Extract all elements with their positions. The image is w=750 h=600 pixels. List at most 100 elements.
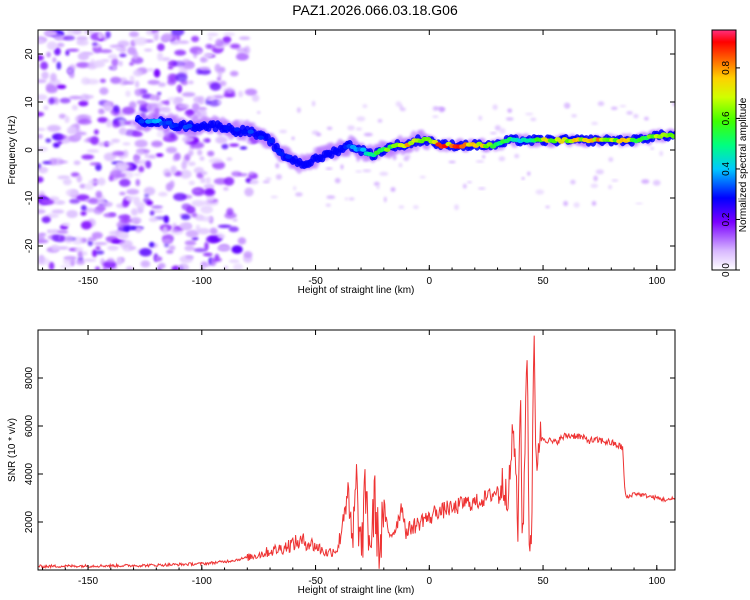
noise-blob	[221, 143, 229, 150]
noise-blob	[191, 212, 198, 218]
noise-blob	[494, 125, 501, 131]
noise-blob	[46, 41, 58, 50]
noise-blob	[246, 140, 251, 144]
noise-blob	[175, 73, 188, 82]
noise-blob	[530, 117, 537, 122]
noise-blob	[462, 183, 467, 189]
noise-blob	[216, 77, 221, 81]
noise-blob	[86, 137, 94, 143]
noise-blob	[144, 194, 149, 198]
noise-blob	[233, 263, 243, 270]
noise-blob	[130, 208, 139, 216]
colorbar-tick-label: 0.2	[721, 212, 732, 226]
noise-blob	[105, 235, 119, 243]
noise-blob	[67, 48, 80, 52]
y-tick-label: -20	[24, 238, 35, 253]
noise-blob	[69, 72, 75, 79]
noise-blob	[238, 90, 244, 98]
ridge-core	[278, 151, 285, 157]
noise-blob	[165, 146, 178, 154]
noise-blob	[105, 119, 113, 128]
noise-blob	[203, 188, 216, 196]
noise-blob	[93, 242, 108, 246]
noise-blob	[144, 48, 153, 52]
noise-blob	[119, 53, 127, 58]
x-tick-label: -50	[308, 576, 323, 587]
noise-blob	[182, 58, 190, 63]
noise-blob	[184, 245, 195, 252]
noise-blob	[244, 88, 258, 96]
noise-blob	[148, 217, 158, 223]
noise-blob	[181, 92, 196, 97]
noise-blob	[51, 209, 65, 214]
noise-blob	[123, 225, 137, 231]
noise-blob	[71, 104, 78, 111]
noise-blob	[413, 205, 419, 210]
noise-blob	[40, 61, 49, 70]
noise-blob	[275, 174, 282, 180]
noise-blob	[130, 120, 135, 129]
noise-blob	[70, 172, 80, 177]
noise-blob	[202, 252, 213, 256]
noise-blob	[573, 202, 580, 208]
noise-blob	[571, 114, 577, 118]
noise-blob	[293, 186, 297, 191]
noise-blob	[265, 177, 272, 181]
noise-blob	[432, 115, 439, 118]
noise-blob	[38, 39, 45, 44]
noise-blob	[103, 105, 113, 112]
noise-blob	[161, 57, 171, 61]
x-tick-label: 100	[648, 576, 665, 587]
noise-blob	[48, 261, 55, 270]
noise-blob	[69, 198, 80, 204]
noise-blob	[107, 245, 119, 251]
noise-blob	[157, 91, 162, 96]
noise-blob	[490, 132, 497, 135]
noise-blob	[650, 147, 654, 150]
noise-blob	[355, 127, 363, 131]
noise-blob	[200, 177, 206, 184]
noise-blob	[257, 111, 261, 114]
colorbar-ticks: 0.0 0.2 0.4 0.6 0.8	[721, 61, 740, 277]
snr-frame	[37, 329, 676, 571]
noise-blob	[191, 102, 200, 112]
noise-blob	[163, 215, 170, 224]
noise-blob	[113, 105, 120, 113]
noise-blob	[362, 169, 372, 173]
noise-blob	[133, 172, 142, 177]
noise-blob	[38, 111, 45, 117]
noise-blob	[138, 165, 145, 173]
noise-blob	[107, 53, 118, 60]
noise-blob	[191, 189, 201, 193]
noise-blob	[38, 166, 49, 174]
noise-blob	[373, 181, 380, 186]
noise-blob	[563, 200, 568, 207]
noise-blob	[212, 257, 222, 262]
noise-blob	[295, 192, 303, 197]
noise-blob	[178, 263, 189, 270]
noise-blob	[535, 189, 545, 195]
noise-blob	[66, 210, 78, 218]
noise-blob	[56, 42, 65, 48]
noise-blob	[231, 245, 243, 254]
noise-blob	[275, 163, 280, 169]
noise-blob	[157, 52, 164, 61]
noise-blob	[84, 183, 95, 190]
noise-blob	[448, 160, 456, 164]
noise-blob	[231, 171, 242, 177]
noise-blob	[209, 82, 222, 91]
noise-blob	[316, 132, 322, 137]
noise-blob	[404, 154, 411, 159]
noise-blob	[38, 239, 49, 244]
noise-blob	[498, 156, 506, 162]
ridge-core	[233, 127, 241, 132]
y-tick-label: 4000	[24, 462, 35, 485]
noise-blob	[209, 227, 218, 235]
noise-blob	[355, 170, 363, 173]
noise-blob	[363, 132, 373, 137]
colorbar-tick-label: 0.6	[721, 111, 732, 125]
noise-blob	[390, 187, 396, 192]
noise-blob	[595, 169, 604, 175]
noise-blob	[325, 167, 333, 170]
noise-blob	[38, 94, 48, 101]
